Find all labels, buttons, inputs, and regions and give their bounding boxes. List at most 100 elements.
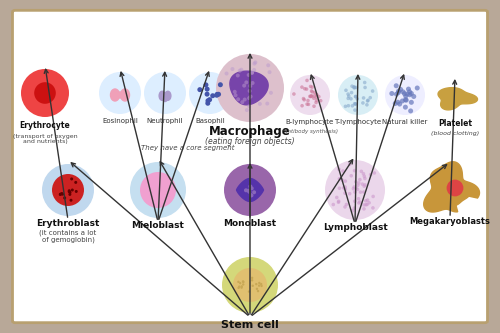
Circle shape — [358, 178, 362, 181]
Circle shape — [362, 184, 366, 188]
Circle shape — [344, 89, 348, 92]
Text: B-lymphocyte: B-lymphocyte — [286, 119, 334, 125]
Circle shape — [366, 99, 370, 102]
Circle shape — [332, 203, 335, 206]
Circle shape — [354, 186, 358, 190]
Circle shape — [403, 94, 408, 99]
Circle shape — [404, 98, 408, 103]
Circle shape — [343, 191, 347, 195]
Text: Megakaryoblasts: Megakaryoblasts — [410, 217, 490, 226]
Circle shape — [240, 285, 243, 288]
Circle shape — [325, 160, 385, 220]
Circle shape — [310, 85, 314, 89]
Polygon shape — [438, 88, 478, 110]
Circle shape — [309, 94, 313, 98]
Circle shape — [144, 72, 186, 114]
Circle shape — [240, 100, 244, 104]
Circle shape — [400, 99, 405, 104]
Circle shape — [353, 190, 357, 194]
Circle shape — [360, 169, 363, 173]
Circle shape — [305, 79, 309, 82]
Circle shape — [290, 75, 330, 115]
Circle shape — [207, 97, 212, 102]
Circle shape — [306, 99, 310, 102]
Circle shape — [266, 102, 270, 106]
Circle shape — [362, 96, 366, 100]
Circle shape — [232, 90, 236, 94]
Circle shape — [314, 101, 318, 104]
Circle shape — [371, 89, 374, 93]
Circle shape — [414, 86, 420, 91]
Circle shape — [303, 87, 306, 91]
Circle shape — [59, 193, 62, 196]
Circle shape — [233, 268, 267, 302]
Circle shape — [248, 89, 252, 93]
Circle shape — [396, 100, 400, 105]
Circle shape — [239, 282, 242, 284]
Circle shape — [251, 277, 254, 279]
Ellipse shape — [162, 93, 168, 102]
Circle shape — [302, 98, 306, 102]
Circle shape — [304, 87, 308, 91]
Circle shape — [309, 85, 312, 88]
Circle shape — [70, 199, 72, 202]
Circle shape — [308, 95, 312, 98]
Circle shape — [352, 85, 356, 89]
Circle shape — [248, 95, 252, 99]
Circle shape — [364, 86, 367, 89]
Circle shape — [352, 206, 356, 210]
Circle shape — [34, 82, 56, 104]
Circle shape — [369, 173, 372, 176]
Circle shape — [394, 92, 399, 97]
Circle shape — [362, 207, 366, 211]
Circle shape — [336, 200, 340, 204]
Circle shape — [372, 195, 375, 198]
Text: Mieloblast: Mieloblast — [132, 221, 184, 230]
Circle shape — [314, 99, 318, 102]
Circle shape — [353, 102, 356, 106]
Circle shape — [350, 174, 353, 177]
Text: Macrophage: Macrophage — [209, 125, 291, 138]
Circle shape — [341, 169, 345, 173]
Polygon shape — [230, 71, 268, 105]
Circle shape — [248, 190, 252, 194]
Circle shape — [352, 185, 356, 189]
Circle shape — [353, 199, 356, 203]
Circle shape — [250, 81, 254, 85]
Circle shape — [99, 72, 141, 114]
Circle shape — [312, 94, 316, 98]
Circle shape — [366, 99, 370, 103]
Circle shape — [252, 68, 256, 72]
Circle shape — [340, 178, 344, 182]
Circle shape — [350, 104, 354, 108]
Circle shape — [356, 183, 360, 187]
Circle shape — [242, 281, 244, 283]
Circle shape — [258, 282, 260, 284]
Circle shape — [354, 102, 357, 106]
Circle shape — [214, 93, 219, 98]
Circle shape — [248, 184, 252, 188]
Circle shape — [224, 164, 276, 216]
Circle shape — [335, 196, 338, 199]
Circle shape — [222, 257, 278, 313]
Ellipse shape — [120, 89, 130, 101]
Circle shape — [250, 71, 254, 75]
Circle shape — [352, 187, 355, 190]
Circle shape — [357, 201, 360, 205]
Circle shape — [353, 86, 356, 90]
Circle shape — [409, 91, 414, 96]
Circle shape — [338, 177, 341, 180]
Circle shape — [240, 286, 243, 289]
Text: Monoblast: Monoblast — [224, 219, 276, 228]
Circle shape — [314, 92, 318, 96]
Circle shape — [68, 191, 71, 194]
Circle shape — [344, 185, 347, 189]
Circle shape — [269, 91, 273, 95]
Circle shape — [68, 193, 71, 196]
Circle shape — [348, 163, 352, 166]
Circle shape — [312, 91, 316, 94]
Circle shape — [356, 187, 360, 191]
Circle shape — [216, 54, 284, 122]
Circle shape — [409, 100, 414, 105]
Circle shape — [362, 172, 365, 175]
